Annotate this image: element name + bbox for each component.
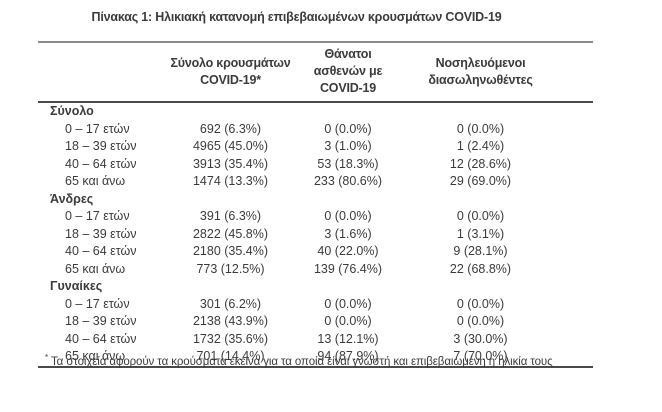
column-header-intubated-line1: Νοσηλευόμενοι	[435, 55, 526, 70]
cases-cell: 773 (12.5%)	[196, 261, 265, 276]
cases-cell: 701 (14.4%)	[196, 349, 265, 363]
corner-cell	[38, 42, 153, 103]
age-cell: 0 – 17 ετών	[65, 121, 130, 136]
cases-cell: 692 (6.3%)	[199, 121, 262, 136]
age-cell: 0 – 17 ετών	[65, 209, 130, 223]
deaths-cell: 0 (0.0%)	[324, 314, 372, 328]
age-cell: 18 – 39 ετών	[65, 139, 137, 153]
age-cell: 40 – 64 ετών	[65, 331, 137, 346]
deaths-cell: 40 (22.0%)	[317, 244, 379, 258]
intubated-cell: 1 (2.4%)	[456, 139, 505, 153]
column-header-intubated: Νοσηλευόμενοι διασωληνωθέντες	[398, 42, 593, 103]
age-cell: 65 και άνω	[65, 349, 126, 363]
column-header-intubated-line2: διασωληνωθέντες	[428, 72, 533, 87]
table-row: 65 και άνω 1474 (13.3%) 233 (80.6%) 29 (…	[38, 173, 593, 191]
column-header-deaths-line1: Θάνατοι ασθενών με	[313, 47, 383, 78]
section-label: Γυναίκες	[50, 279, 103, 293]
age-cell: 18 – 39 ετών	[65, 226, 137, 241]
table-row: 65 και άνω 773 (12.5%) 139 (76.4%) 22 (6…	[38, 261, 593, 279]
cases-cell: 391 (6.3%)	[199, 209, 262, 223]
deaths-cell: 0 (0.0%)	[324, 209, 372, 223]
cases-cell: 1732 (35.6%)	[192, 331, 269, 346]
deaths-cell: 3 (1.0%)	[324, 139, 372, 153]
section-header-men: Άνδρες	[38, 191, 593, 209]
section-header-total: Σύνολο	[38, 102, 593, 121]
table-row: 40 – 64 ετών 1732 (35.6%) 13 (12.1%) 3 (…	[38, 331, 593, 349]
table-row: 0 – 17 ετών 391 (6.3%) 0 (0.0%) 0 (0.0%)	[38, 208, 593, 226]
deaths-cell: 233 (80.6%)	[313, 174, 383, 188]
age-cell: 18 – 39 ετών	[65, 314, 137, 328]
cases-cell: 1474 (13.3%)	[192, 174, 269, 188]
column-header-cases-line2: COVID-19*	[200, 72, 261, 87]
table-row: 0 – 17 ετών 301 (6.2%) 0 (0.0%) 0 (0.0%)	[38, 296, 593, 314]
deaths-cell: 0 (0.0%)	[324, 121, 372, 136]
intubated-cell: 0 (0.0%)	[456, 121, 505, 136]
table-row: 18 – 39 ετών 2138 (43.9%) 0 (0.0%) 0 (0.…	[38, 313, 593, 331]
footnote-marker: *	[45, 353, 49, 362]
table-row: 65 και άνω 701 (14.4%) 94 (87.9%) 7 (70.…	[38, 348, 593, 367]
table-header-row: Σύνολο κρουσμάτων COVID-19* Θάνατοι ασθε…	[38, 42, 593, 103]
cases-cell: 4965 (45.0%)	[192, 139, 269, 153]
table-title: Πίνακας 1: Ηλικιακή κατανομή επιβεβαιωμέ…	[91, 10, 502, 24]
column-header-cases: Σύνολο κρουσμάτων COVID-19*	[153, 42, 308, 103]
intubated-cell: 7 (70.0%)	[453, 349, 508, 363]
deaths-cell: 94 (87.9%)	[317, 349, 379, 363]
deaths-cell: 13 (12.1%)	[317, 331, 379, 346]
intubated-cell: 12 (28.6%)	[449, 156, 512, 171]
cases-cell: 3913 (35.4%)	[192, 156, 269, 171]
table-row: 40 – 64 ετών 2180 (35.4%) 40 (22.0%) 9 (…	[38, 243, 593, 261]
table-row: 40 – 64 ετών 3913 (35.4%) 53 (18.3%) 12 …	[38, 156, 593, 174]
intubated-cell: 29 (69.0%)	[449, 174, 512, 188]
intubated-cell: 0 (0.0%)	[456, 296, 505, 311]
deaths-cell: 0 (0.0%)	[324, 296, 372, 311]
footnote: * Τα στοιχεία αφορούν τα κρούσματα εκείνα…	[45, 353, 553, 368]
cases-cell: 301 (6.2%)	[199, 296, 262, 311]
deaths-cell: 53 (18.3%)	[317, 156, 379, 171]
cases-cell: 2180 (35.4%)	[192, 244, 269, 258]
section-label: Άνδρες	[50, 191, 94, 206]
column-header-deaths: Θάνατοι ασθενών με COVID-19	[308, 42, 398, 103]
section-label: Σύνολο	[50, 104, 94, 118]
table-row: 0 – 17 ετών 692 (6.3%) 0 (0.0%) 0 (0.0%)	[38, 121, 593, 139]
age-cell: 65 και άνω	[65, 174, 126, 188]
cases-cell: 2822 (45.8%)	[192, 226, 269, 241]
intubated-cell: 9 (28.1%)	[453, 244, 508, 258]
footnote-text: Τα στοιχεία αφορούν τα κρούσματα εκείνα …	[51, 355, 553, 368]
intubated-cell: 0 (0.0%)	[456, 209, 505, 223]
intubated-cell: 3 (30.0%)	[453, 331, 508, 346]
intubated-cell: 0 (0.0%)	[456, 314, 505, 328]
table-row: 18 – 39 ετών 4965 (45.0%) 3 (1.0%) 1 (2.…	[38, 138, 593, 156]
cases-cell: 2138 (43.9%)	[192, 314, 269, 328]
column-header-cases-line1: Σύνολο κρουσμάτων	[170, 55, 291, 70]
section-header-women: Γυναίκες	[38, 278, 593, 296]
age-cell: 65 και άνω	[65, 261, 126, 276]
column-header-deaths-line2: COVID-19	[319, 81, 377, 95]
deaths-cell: 139 (76.4%)	[313, 261, 383, 276]
age-cell: 40 – 64 ετών	[65, 244, 137, 258]
intubated-cell: 1 (3.1%)	[456, 226, 505, 241]
age-cell: 0 – 17 ετών	[65, 296, 130, 311]
covid-age-table: Σύνολο κρουσμάτων COVID-19* Θάνατοι ασθε…	[38, 41, 593, 368]
deaths-cell: 3 (1.6%)	[324, 226, 372, 241]
age-cell: 40 – 64 ετών	[65, 156, 137, 171]
table-row: 18 – 39 ετών 2822 (45.8%) 3 (1.6%) 1 (3.…	[38, 226, 593, 244]
intubated-cell: 22 (68.8%)	[449, 261, 512, 276]
